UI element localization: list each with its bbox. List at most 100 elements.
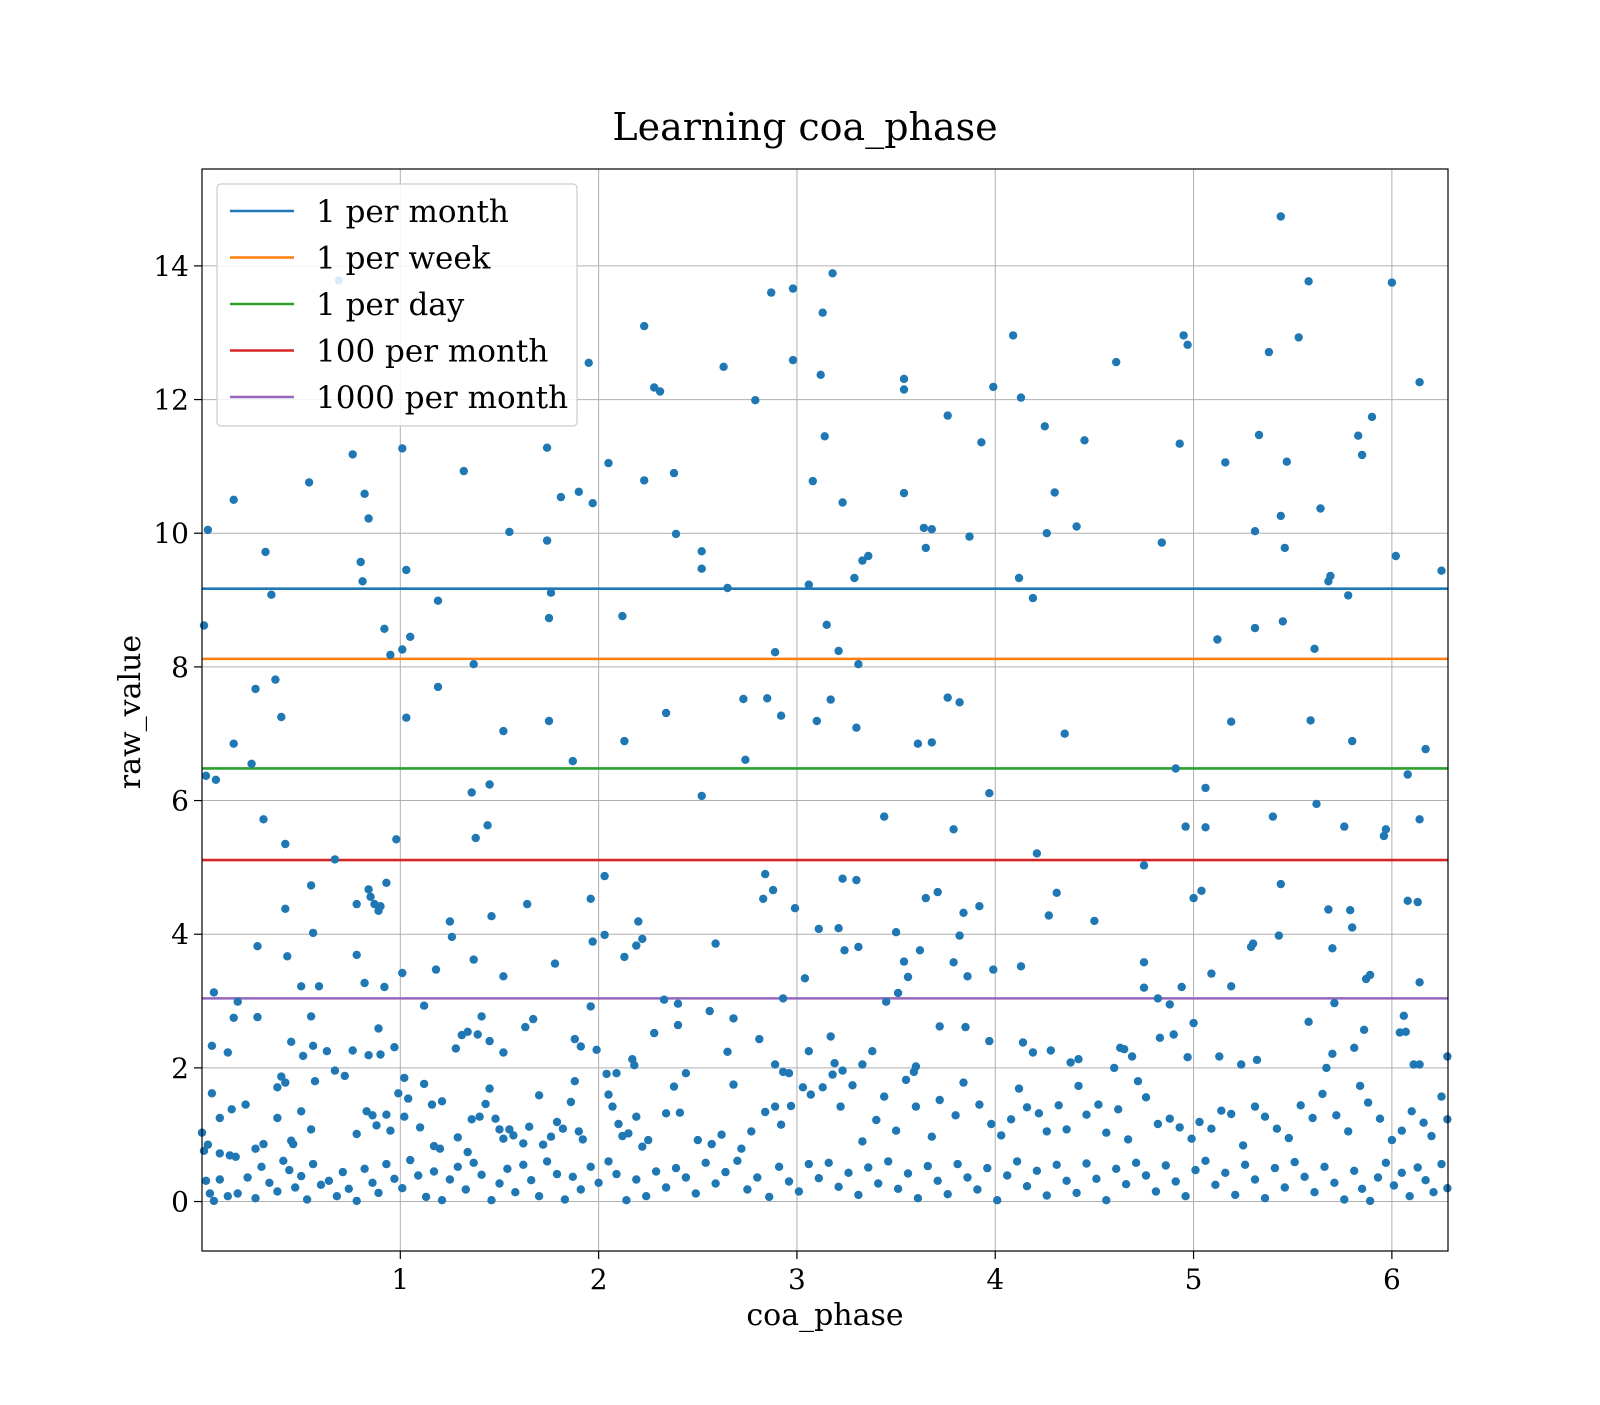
scatter-point [491, 1114, 500, 1123]
scatter-point [1250, 1102, 1260, 1111]
scatter-point [1409, 1060, 1418, 1069]
scatter-point [1044, 911, 1054, 920]
scatter-point [1381, 825, 1391, 834]
scatter-point [1034, 1109, 1044, 1118]
scatter-point [864, 551, 873, 561]
scatter-point [848, 1081, 857, 1090]
scatter-point [899, 957, 909, 966]
scatter-point [578, 1135, 587, 1144]
scatter-point [767, 288, 776, 297]
y-axis-ticks: 0 2 4 6 8 10 12 14 [153, 250, 202, 1219]
scatter-point [1112, 1164, 1121, 1174]
scatter-point [1260, 1194, 1270, 1203]
scatter-point [858, 556, 867, 565]
scatter-point [215, 1149, 224, 1158]
scatter-point [632, 1112, 641, 1121]
scatter-point [1350, 1043, 1359, 1053]
scatter-point [729, 1080, 738, 1089]
scatter-point [1046, 1046, 1056, 1055]
scatter-point [209, 1196, 219, 1206]
scatter-point [824, 1158, 833, 1168]
scatter-point [1008, 331, 1018, 340]
scatter-point [987, 1119, 996, 1129]
scatter-point [223, 1192, 232, 1201]
scatter-point [1094, 1100, 1103, 1109]
scatter-point [1328, 944, 1337, 953]
scatter-point [588, 499, 597, 508]
scatter-point [1032, 849, 1042, 858]
scatter-point [1429, 1188, 1438, 1197]
scatter-point [209, 988, 219, 997]
scatter-point [310, 1077, 320, 1086]
scatter-point [1365, 1196, 1375, 1206]
scatter-point [570, 1077, 579, 1086]
scatter-point [1227, 1109, 1236, 1119]
scatter-point [1066, 1058, 1075, 1067]
scatter-point [338, 1167, 347, 1177]
scatter-point [671, 529, 681, 539]
scatter-point [733, 1156, 742, 1166]
scatter-point [1050, 488, 1059, 497]
scatter-point [251, 1194, 260, 1203]
scatter-point [483, 821, 492, 830]
scatter-point [693, 1135, 702, 1145]
scatter-point [1161, 1161, 1171, 1170]
scatter-point [231, 1152, 240, 1162]
y-tick-label: 10 [153, 517, 189, 550]
scatter-point [485, 1084, 494, 1093]
scatter-point [1310, 644, 1319, 653]
legend-box [216, 183, 578, 427]
scatter-point [297, 982, 306, 991]
scatter-point [1114, 1105, 1123, 1114]
scatter-point [1355, 1081, 1365, 1091]
scatter-point [352, 899, 361, 909]
scatter-point [1201, 1156, 1210, 1166]
scatter-point [261, 547, 270, 557]
scatter-point [1387, 278, 1397, 287]
scatter-point [1131, 1158, 1141, 1168]
scatter-point [614, 1119, 623, 1129]
scatter-point [1227, 717, 1236, 726]
scatter-point [477, 1012, 486, 1021]
scatter-point [1306, 716, 1315, 725]
scatter-point [1348, 923, 1357, 932]
scatter-point [386, 1126, 395, 1135]
scatter-point [538, 1140, 548, 1149]
scatter-point [1260, 1112, 1270, 1121]
scatter-point [283, 952, 292, 961]
scatter-point [675, 1108, 685, 1117]
scatter-point [1018, 1038, 1028, 1047]
scatter-point [620, 952, 629, 962]
scatter-point [402, 713, 411, 722]
scatter-point [1120, 1045, 1129, 1054]
scatter-point [903, 972, 913, 982]
scatter-point [1074, 1055, 1083, 1064]
scatter-point [640, 476, 649, 485]
scatter-point [1413, 897, 1422, 907]
scatter-point [1387, 1135, 1397, 1145]
scatter-point [1211, 1180, 1220, 1190]
scatter-point [911, 1102, 921, 1111]
scatter-point [1171, 1177, 1180, 1186]
scatter-point [400, 1112, 409, 1121]
scatter-point [1231, 1190, 1240, 1200]
scatter-point [935, 1022, 944, 1031]
scatter-point [402, 565, 411, 575]
scatter-point [374, 1024, 383, 1033]
scatter-point [763, 694, 772, 703]
scatter-point [1284, 1133, 1294, 1143]
scatter-point [1276, 879, 1286, 889]
scatter-point [919, 523, 929, 533]
scatter-point [872, 1115, 881, 1125]
scatter-point [281, 904, 290, 913]
scatter-point [289, 1139, 298, 1149]
scatter-point [544, 716, 554, 726]
legend-label: 1000 per month [316, 380, 568, 416]
scatter-point [1102, 1196, 1111, 1205]
scatter-point [1381, 1158, 1391, 1168]
x-tick-label: 3 [788, 1263, 806, 1296]
scatter-point [207, 1041, 217, 1051]
scatter-point [765, 1192, 774, 1202]
scatter-point [400, 1073, 409, 1083]
scatter-point [681, 1069, 691, 1078]
